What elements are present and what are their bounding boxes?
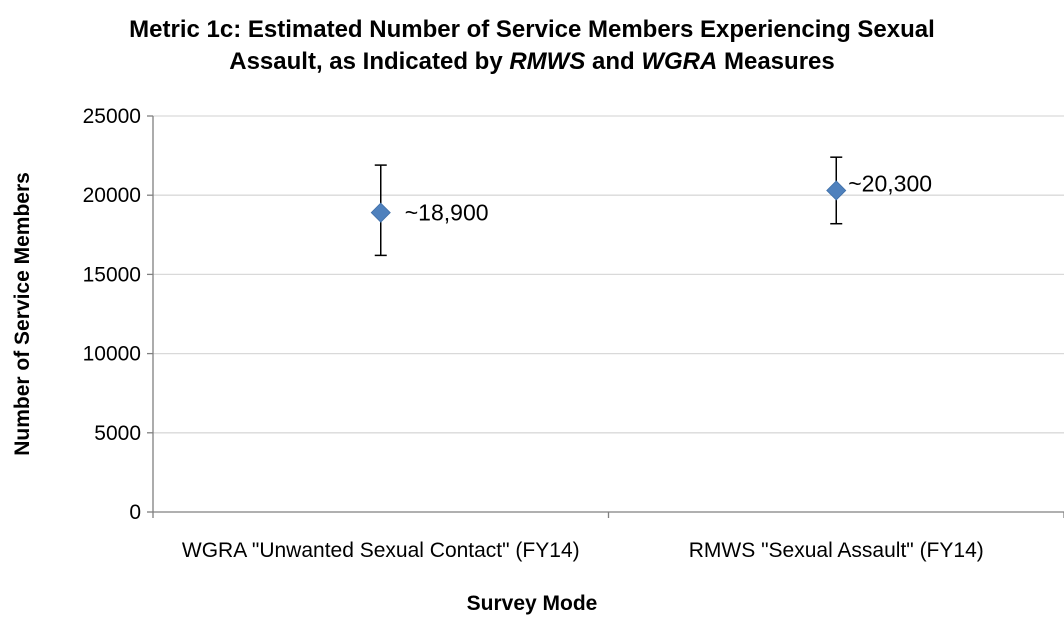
y-tick-label: 10000 [83,343,141,366]
y-tick-label: 25000 [83,105,141,128]
y-axis-title: Number of Service Members [11,172,34,456]
data-label: ~18,900 [405,200,489,226]
y-tick-label: 15000 [83,263,141,286]
y-tick-label: 5000 [94,422,141,445]
chart-title-text: and [585,48,642,75]
chart-title: Metric 1c: Estimated Number of Service M… [0,14,1064,78]
chart-title-text: RMWS [509,48,586,75]
chart-title-line: Assault, as Indicated by RMWS and WGRA M… [0,46,1064,78]
x-axis-title: Survey Mode [467,592,598,615]
chart-title-line: Metric 1c: Estimated Number of Service M… [0,14,1064,46]
chart-title-text: Measures [717,48,835,75]
y-tick-label: 20000 [83,184,141,207]
data-point-marker [370,202,391,223]
chart-title-text: Metric 1c: Estimated Number of Service M… [129,16,935,43]
data-label: ~20,300 [848,170,932,196]
y-tick-label: 0 [129,501,141,524]
x-category-label: RMWS "Sexual Assault" (FY14) [689,539,984,562]
chart-title-text: Assault, as Indicated by [229,48,510,75]
data-point-marker [826,180,847,201]
x-category-label: WGRA "Unwanted Sexual Contact" (FY14) [182,539,580,562]
chart-title-text: WGRA [641,48,718,75]
